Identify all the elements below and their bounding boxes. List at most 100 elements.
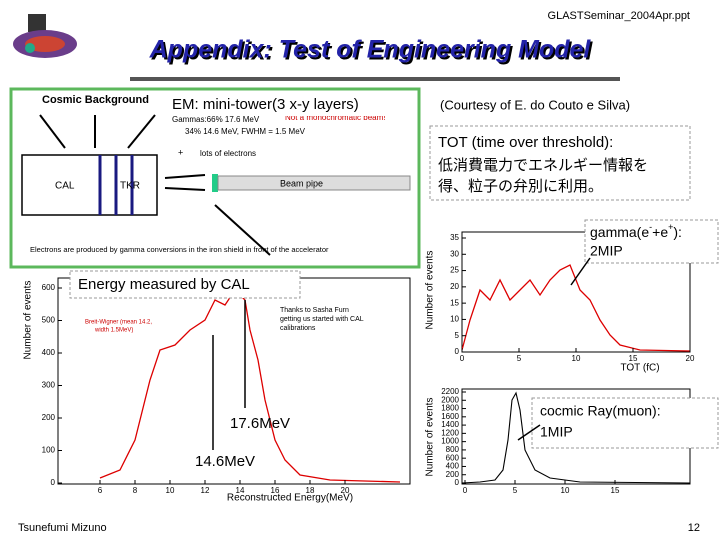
y-tick-label: 30 — [450, 249, 459, 258]
slide-title: Appendix: Test of Engineering Model — [149, 36, 592, 64]
setup-text: Beam pipe — [280, 178, 323, 188]
setup-text: CAL — [55, 181, 75, 192]
annotation: 14.6MeV — [195, 453, 255, 470]
y-tick-label: 25 — [450, 266, 459, 275]
y-tick-label: 5 — [455, 331, 460, 340]
arrows — [39, 114, 271, 256]
pointer — [570, 257, 591, 286]
y-tick-label: 10 — [450, 315, 459, 324]
y-tick-label: 20 — [450, 282, 459, 291]
y-tick-label: 2200 — [441, 387, 459, 396]
y-axis-label: Number of events — [425, 398, 436, 477]
y-tick-label: 1200 — [441, 428, 459, 437]
text: ): — [673, 224, 682, 240]
plot-legend: Breit-Wigner (mean 14.2, — [85, 320, 152, 326]
x-tick-label: 6 — [98, 486, 103, 495]
annotation-box — [584, 219, 719, 264]
beam-pipe — [217, 175, 411, 191]
y-tick-label: 1800 — [441, 404, 459, 413]
page-number: 12 — [688, 522, 700, 534]
credit: (Courtesy of E. do Couto e Silva) — [440, 97, 630, 112]
plot-note: getting us started with CAL — [280, 316, 364, 323]
y-tick-label: 1000 — [441, 437, 459, 446]
setup-text: + — [178, 147, 183, 157]
setup-caption: Electrons are produced by gamma conversi… — [30, 245, 329, 254]
x-tick-label: 15 — [629, 354, 638, 363]
note-box — [429, 125, 691, 201]
y-tick-label: 2000 — [441, 395, 459, 404]
x-tick-label: 8 — [133, 486, 138, 495]
x-axis-label: TOT (fC) — [620, 363, 659, 374]
setup-text: Cosmic Background — [42, 94, 149, 106]
x-tick-label: 15 — [611, 486, 620, 495]
x-tick-label: 5 — [513, 486, 518, 495]
cal-box — [21, 154, 158, 216]
annotation: cocmic Ray(muon): — [540, 403, 661, 419]
y-tick-label: 500 — [42, 316, 56, 325]
y-tick-label: 400 — [42, 348, 56, 357]
annotation: 17.6MeV — [230, 415, 290, 432]
plot-note: calibrations — [280, 325, 316, 332]
x-tick-label: 10 — [561, 486, 570, 495]
plot-legend: width 1.5MeV) — [94, 328, 133, 334]
y-tick-label: 15 — [450, 298, 459, 307]
note-line: 低消費電力でエネルギー情報を — [438, 157, 648, 174]
note-line: 得、粒子の弁別に利用。 — [438, 178, 603, 195]
x-tick-label: 10 — [572, 354, 581, 363]
label-bg — [168, 94, 414, 116]
x-tick-label: 0 — [463, 486, 468, 495]
y-tick-label: 35 — [450, 233, 459, 242]
x-tick-label: 16 — [271, 486, 280, 495]
y-tick-label: 600 — [446, 453, 460, 462]
y-tick-label: 200 — [42, 413, 56, 422]
pipe-end — [212, 174, 218, 192]
setup-text: lots of electrons — [200, 149, 256, 158]
text: + — [668, 222, 673, 232]
y-tick-label: 0 — [455, 347, 460, 356]
plot-note: Thanks to Sasha Furn — [280, 307, 349, 314]
y-tick-label: 0 — [455, 478, 460, 487]
file-name: GLASTSeminar_2004Apr.ppt — [548, 10, 690, 22]
x-tick-label: 0 — [460, 354, 465, 363]
x-tick-label: 20 — [341, 486, 350, 495]
note-title: TOT (time over threshold): — [438, 134, 613, 151]
y-tick-label: 800 — [446, 445, 460, 454]
title-shadow: Appendix: Test of Engineering Model — [151, 38, 594, 66]
y-tick-label: 600 — [42, 283, 56, 292]
y-tick-label: 400 — [446, 462, 460, 471]
setup-label: EM: mini-tower(3 x-y layers) — [172, 96, 359, 113]
text: - — [649, 222, 652, 232]
logo — [13, 14, 77, 58]
annotation: gamma(e-+e+): — [590, 222, 682, 239]
tkr-layers — [98, 155, 134, 215]
setup-text: 34% 14.6 MeV, FWHM = 1.5 MeV — [185, 127, 306, 136]
annotation: 1MIP — [540, 424, 573, 440]
x-tick-label: 20 — [686, 354, 695, 363]
author: Tsunefumi Mizuno — [18, 522, 107, 534]
x-tick-label: 18 — [306, 486, 315, 495]
y-tick-label: 0 — [51, 478, 56, 487]
x-tick-label: 5 — [517, 354, 522, 363]
setup-text: Gammas:66% 17.6 MeV — [172, 115, 260, 124]
x-tick-label: 10 — [166, 486, 175, 495]
x-tick-label: 12 — [201, 486, 210, 495]
y-axis-label: Number of events — [23, 281, 34, 360]
setup-text: TKR — [120, 181, 140, 192]
y-tick-label: 1400 — [441, 420, 459, 429]
y-tick-label: 100 — [42, 446, 56, 455]
text: +e — [652, 224, 668, 240]
label-box — [69, 270, 301, 299]
plot-label: Energy measured by CAL — [78, 276, 250, 293]
text: gamma(e — [590, 224, 649, 240]
annotation-box — [531, 397, 719, 449]
pointer — [517, 424, 541, 441]
y-axis-label: Number of events — [425, 251, 436, 330]
x-tick-label: 14 — [236, 486, 245, 495]
setup-warning: Not a monochromatic beam! — [285, 113, 386, 122]
x-axis-label: Reconstructed Energy(MeV) — [227, 493, 353, 504]
y-tick-label: 1600 — [441, 412, 459, 421]
annotation: 2MIP — [590, 243, 623, 259]
y-tick-label: 200 — [446, 470, 460, 479]
y-tick-label: 300 — [42, 381, 56, 390]
